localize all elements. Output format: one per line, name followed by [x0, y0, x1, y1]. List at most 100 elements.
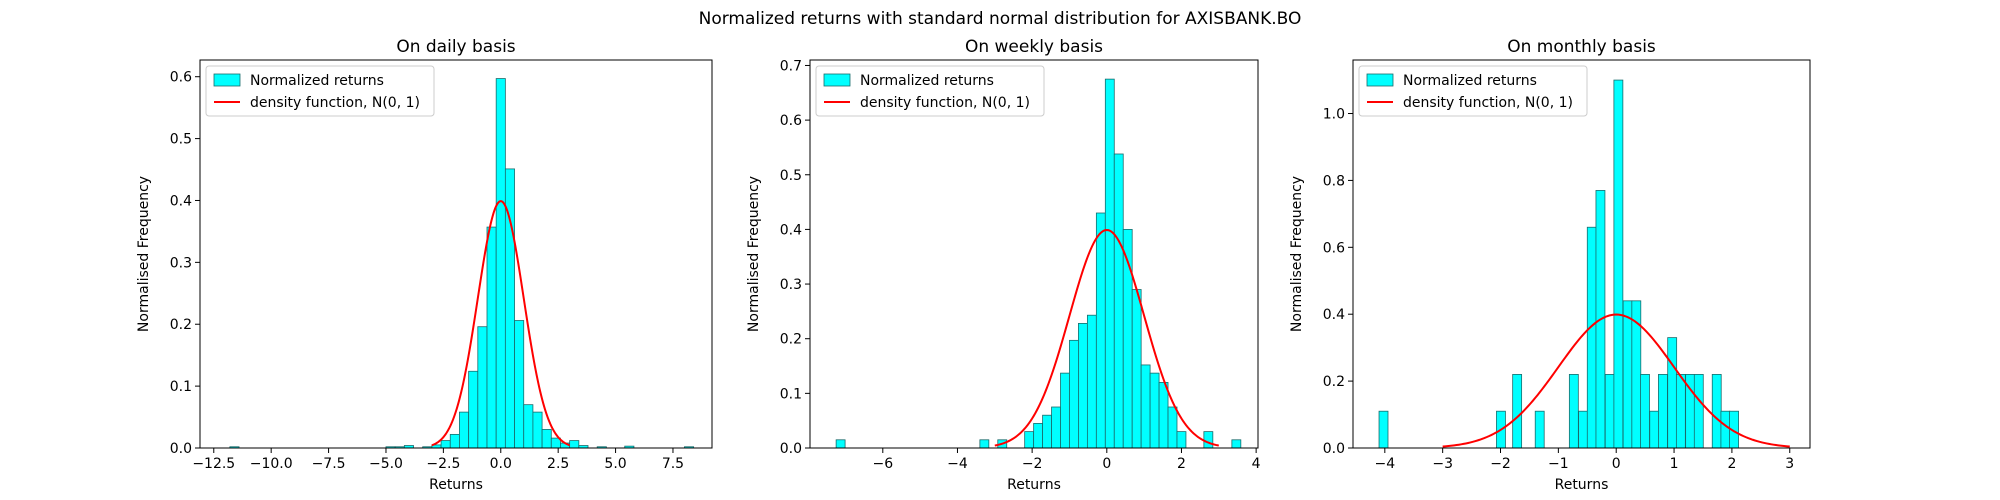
- legend-label-curve: density function, N(0, 1): [1403, 95, 1573, 111]
- histogram-bar: [1042, 414, 1052, 449]
- y-tick-label: 0.8: [1323, 173, 1345, 189]
- histogram-bar: [1622, 300, 1633, 449]
- density-curve: [1442, 313, 1790, 448]
- axes-frame: [1352, 59, 1811, 449]
- histogram-bar: [449, 433, 460, 449]
- histogram-bar: [1149, 372, 1160, 449]
- y-tick-label: 0.6: [170, 70, 192, 86]
- x-tick-label: 2: [1727, 456, 1736, 472]
- legend-label-curve: density function, N(0, 1): [250, 95, 420, 111]
- x-tick-label: −1: [1548, 456, 1569, 472]
- histogram-bar: [1113, 153, 1124, 449]
- histogram-bar: [1675, 374, 1686, 449]
- histogram-bar: [514, 320, 525, 449]
- chart-panel-2: −6 −4 −2 0 2 4 0.0 0.1 0.2 0.3 0.4 0.5 0.6 0.7 On week…: [746, 37, 1261, 493]
- chart-title: On weekly basis: [965, 37, 1103, 57]
- y-axis-label: Normalised Frequency: [136, 176, 152, 332]
- histogram-bar: [541, 429, 552, 449]
- x-tick-label: −10.0: [250, 456, 293, 472]
- y-tick-label: 1.0: [1323, 107, 1345, 123]
- x-tick-label: 2: [1177, 456, 1186, 472]
- figure-suptitle: Normalized returns with standard normal …: [699, 9, 1302, 29]
- chart-title: On monthly basis: [1507, 37, 1656, 57]
- histogram-bar: [1578, 410, 1588, 449]
- y-tick-label: 0.2: [780, 332, 802, 348]
- histogram-bar: [477, 326, 488, 449]
- histogram-bar: [1720, 410, 1731, 449]
- y-axis: 0.0 0.1 0.2 0.3 0.4 0.5 0.6 0.7: [780, 58, 810, 457]
- histogram-bar: [1568, 374, 1579, 449]
- histogram-bar: [1086, 314, 1097, 449]
- histogram-bar: [1658, 374, 1668, 449]
- histogram-bar: [440, 440, 451, 449]
- histogram-bar: [1640, 374, 1650, 449]
- x-tick-label: 7.5: [662, 456, 684, 472]
- y-tick-label: 0.6: [780, 113, 802, 129]
- histogram-bar: [1158, 382, 1169, 449]
- x-tick-label: −2: [1490, 456, 1511, 472]
- chart-panel-3: −4 −3 −2 −1 0 1 2 3 0.0 0.2 0.4 0.6 0.8 1.0 On monthly…: [1289, 37, 1811, 493]
- y-axis-label: Normalised Frequency: [1289, 176, 1305, 332]
- histogram-bar: [1667, 337, 1678, 449]
- histogram-bar: [1176, 431, 1187, 449]
- y-tick-label: 0.1: [780, 386, 802, 402]
- y-tick-label: 0.4: [170, 193, 192, 209]
- x-tick-label: 1: [1670, 456, 1679, 472]
- legend-label-curve: density function, N(0, 1): [860, 95, 1030, 111]
- axes-frame: [199, 59, 713, 449]
- x-tick-label: 3: [1785, 456, 1794, 472]
- y-tick-label: 0.1: [170, 379, 192, 395]
- legend-box: [1358, 65, 1588, 117]
- y-tick-label: 0.3: [780, 277, 802, 293]
- x-tick-label: −2: [1022, 456, 1043, 472]
- x-axis-label: Returns: [1555, 477, 1609, 493]
- histogram-bar: [495, 78, 506, 449]
- legend-box: [205, 65, 435, 117]
- density-curve: [994, 228, 1220, 447]
- y-tick-label: 0.5: [170, 132, 192, 148]
- x-tick-label: −4: [947, 456, 968, 472]
- y-tick-label: 0.5: [780, 168, 802, 184]
- x-axis: −6 −4 −2 0 2 4: [872, 448, 1261, 472]
- y-tick-label: 0.0: [1323, 441, 1345, 457]
- y-axis: 0.0 0.1 0.2 0.3 0.4 0.5 0.6: [170, 70, 200, 457]
- histogram-bar: [1512, 374, 1523, 449]
- x-tick-label: 4: [1252, 456, 1261, 472]
- histogram-bar: [1649, 410, 1660, 449]
- histogram-bar: [1033, 423, 1043, 449]
- density-curve: [431, 200, 571, 447]
- histogram-bar: [1604, 374, 1615, 449]
- legend-swatch-bars: [213, 73, 241, 87]
- legend: Normalized returns density function, N(0,…: [1358, 65, 1588, 117]
- axes-frame: [809, 59, 1259, 449]
- histogram-bar: [1131, 289, 1142, 449]
- x-tick-label: −3: [1432, 456, 1453, 472]
- histogram-bar: [468, 370, 479, 449]
- histogram-bar: [1095, 212, 1106, 449]
- legend-swatch-bars: [823, 73, 851, 87]
- x-tick-label: 5.0: [604, 456, 626, 472]
- legend-box: [815, 65, 1045, 117]
- histogram-bar: [1060, 372, 1070, 449]
- y-tick-label: 0.2: [170, 317, 192, 333]
- histogram-bar: [486, 226, 497, 449]
- x-axis: −12.5 −10.0 −7.5 −5.0 −2.5 0.0 2.5 5.0 7.5: [192, 448, 684, 472]
- x-tick-label: −5.0: [369, 456, 403, 472]
- histogram-bar: [1024, 431, 1035, 449]
- x-tick-label: −6: [872, 456, 893, 472]
- histogram-bar: [1693, 374, 1704, 449]
- y-tick-label: 0.4: [1323, 307, 1345, 323]
- y-tick-label: 0.6: [1323, 240, 1345, 256]
- histogram-bar: [532, 411, 543, 449]
- histogram-bar: [1231, 439, 1242, 449]
- y-tick-label: 0.7: [780, 58, 802, 74]
- x-tick-label: −2.5: [426, 456, 460, 472]
- histogram-bar: [1203, 431, 1214, 449]
- histogram-bar: [835, 439, 846, 449]
- legend-label-bars: Normalized returns: [250, 73, 384, 89]
- chart-panel-1: −12.5 −10.0 −7.5 −5.0 −2.5 0.0 2.5 5.0 7.5 0.0 0.1…: [136, 37, 713, 493]
- histogram-bar: [1534, 410, 1545, 449]
- y-tick-label: 0.0: [780, 441, 802, 457]
- histogram-bar: [459, 411, 470, 449]
